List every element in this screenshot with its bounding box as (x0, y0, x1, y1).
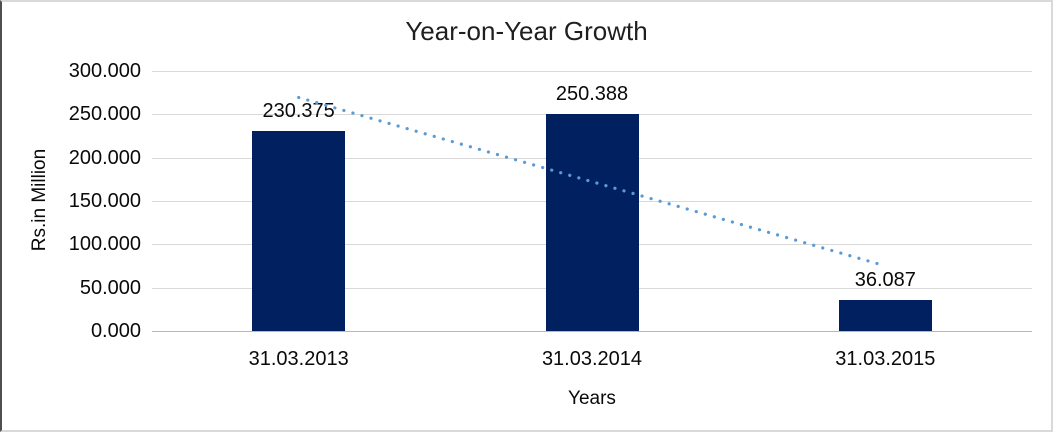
gridline (152, 71, 1032, 72)
bar (545, 113, 639, 331)
bar-value-label: 250.388 (555, 82, 629, 105)
y-tick-label: 100.000 (68, 233, 141, 256)
x-tick-label: 31.03.2014 (541, 348, 643, 370)
y-tick-label: 300.000 (68, 60, 141, 82)
bar-value-label: 230.375 (262, 100, 335, 123)
y-tick-label: 250.000 (68, 103, 141, 126)
x-axis-title: Years (568, 388, 616, 409)
y-tick-label: 200.000 (68, 146, 141, 169)
y-tick-label: 50.000 (79, 276, 141, 299)
bar (838, 299, 932, 331)
y-tick-label: 0.000 (90, 320, 141, 342)
x-axis-line (152, 331, 1032, 332)
x-tick-label: 31.03.2013 (248, 348, 349, 370)
bar-value-label: 36.087 (854, 268, 916, 291)
bar (252, 131, 346, 331)
chart-title: Year-on-Year Growth (405, 16, 648, 46)
x-tick-label: 31.03.2015 (835, 348, 936, 370)
y-tick-label: 150.000 (68, 190, 141, 212)
